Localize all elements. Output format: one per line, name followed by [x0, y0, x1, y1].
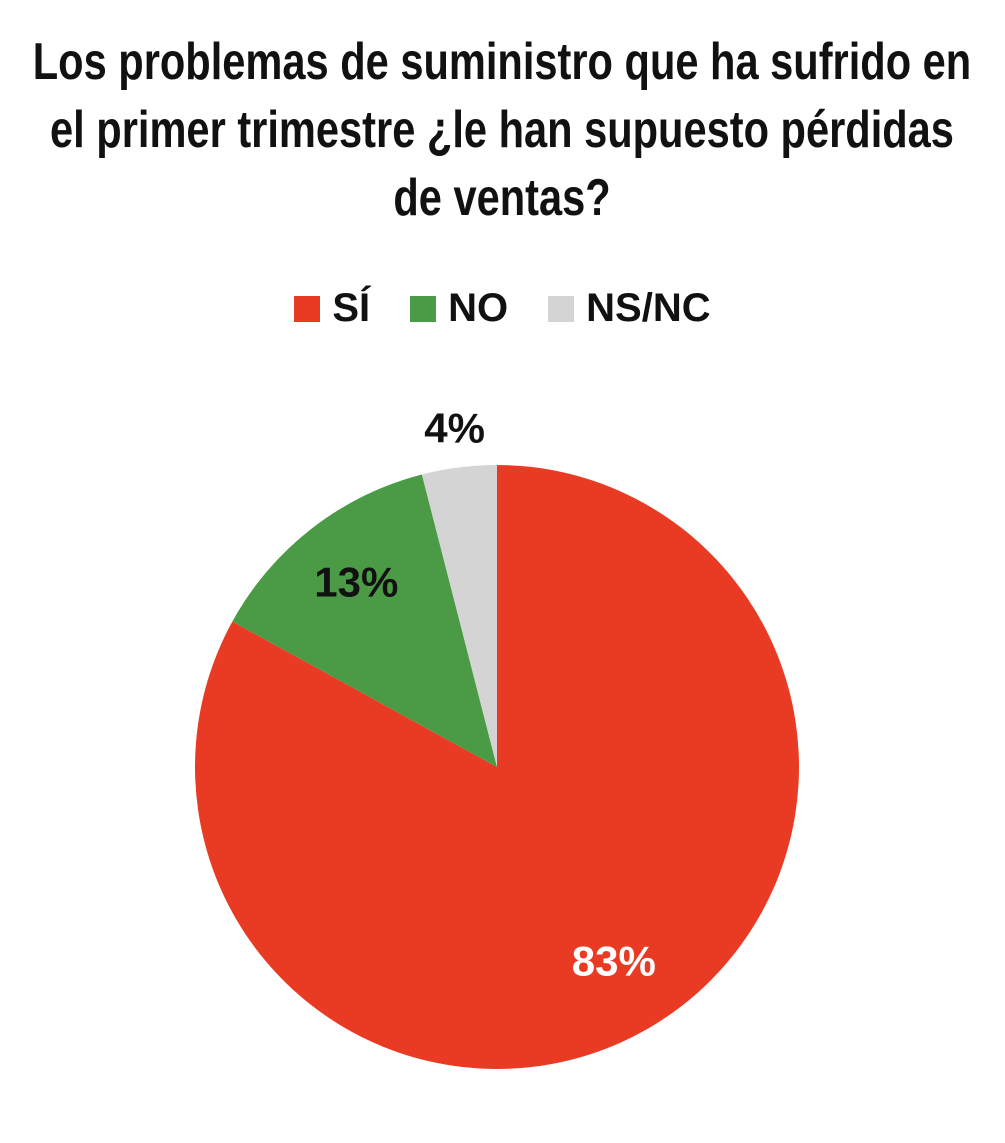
data-label: 4%: [424, 405, 485, 452]
legend-swatch: [294, 295, 321, 322]
pie-slice: [194, 465, 799, 1070]
legend-swatch: [548, 295, 575, 322]
legend-label: SÍ: [332, 286, 371, 330]
pie-slice: [232, 474, 497, 767]
pie-slice: [421, 465, 497, 767]
legend-item: NO: [410, 286, 508, 331]
legend-item: SÍ: [294, 286, 370, 331]
data-label: 13%: [314, 559, 398, 606]
chart-title: Los problemas de suministro que ha sufri…: [32, 33, 972, 227]
legend-label: NS/NC: [586, 286, 711, 330]
data-label: 83%: [572, 938, 656, 985]
legend-label: NO: [448, 286, 509, 330]
legend: SÍ NO NS/NC: [0, 286, 1005, 331]
legend-swatch: [410, 295, 437, 322]
legend-item: NS/NC: [548, 286, 711, 331]
